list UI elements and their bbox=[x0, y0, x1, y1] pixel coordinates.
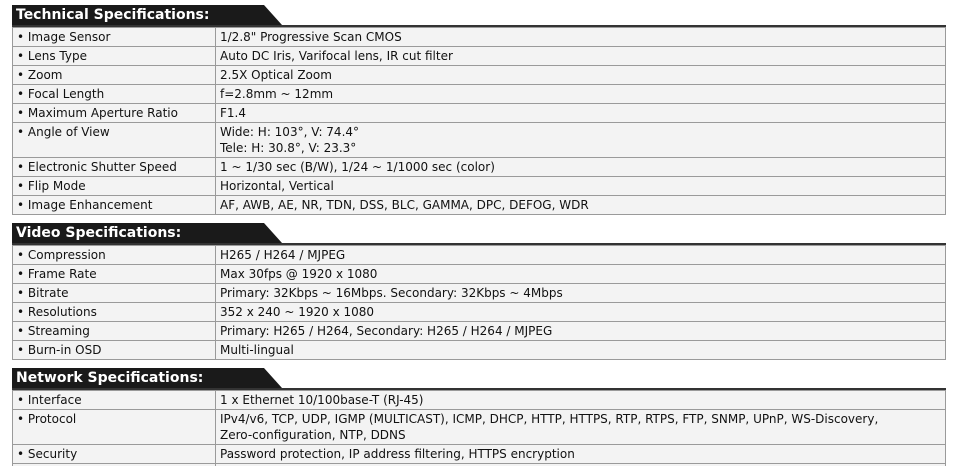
value-line: Auto DC Iris, Varifocal lens, IR cut fil… bbox=[220, 49, 453, 63]
spec-value: 352 x 240 ~ 1920 x 1080 bbox=[215, 302, 946, 322]
spec-label: • Compression bbox=[12, 245, 216, 265]
spec-value: Multi-lingual bbox=[215, 340, 946, 360]
spec-value: F1.4 bbox=[215, 103, 946, 123]
spec-section: Technical Specifications: • Image Sensor 1… bbox=[12, 5, 946, 215]
spec-row: • Focal Length f=2.8mm ~ 12mm bbox=[12, 84, 946, 104]
spec-row: • Image Sensor 1/2.8" Progressive Scan CM… bbox=[12, 27, 946, 47]
value-line: IPv4/v6, TCP, UDP, IGMP (MULTICAST), ICM… bbox=[220, 412, 879, 426]
spec-row: • Interface 1 x Ethernet 10/100base-T (RJ… bbox=[12, 390, 946, 410]
spec-row: • Flip Mode Horizontal, Vertical bbox=[12, 176, 946, 196]
spec-section: Video Specifications: • Compression H265 /… bbox=[12, 223, 946, 360]
spec-value: Primary: H265 / H264, Secondary: H265 / … bbox=[215, 321, 946, 341]
spec-value: 1/2.8" Progressive Scan CMOS bbox=[215, 27, 946, 47]
spec-table: • Interface 1 x Ethernet 10/100base-T (RJ… bbox=[12, 390, 946, 466]
section-header: Video Specifications: bbox=[12, 223, 946, 245]
value-line: AF, AWB, AE, NR, TDN, DSS, BLC, GAMMA, D… bbox=[220, 198, 589, 212]
value-line: f=2.8mm ~ 12mm bbox=[220, 87, 334, 101]
section-header: Network Specifications: bbox=[12, 368, 946, 390]
spec-row: • APIONVIF, PSIA, MPEG-TS bbox=[12, 463, 946, 466]
spec-row: • Angle of View Wide: H: 103°, V: 74.4° Te… bbox=[12, 122, 946, 158]
value-line: Max 30fps @ 1920 x 1080 bbox=[220, 267, 378, 281]
spec-label: • Focal Length bbox=[12, 84, 216, 104]
spec-label: • Maximum Aperture Ratio bbox=[12, 103, 216, 123]
spec-row: • Maximum Aperture Ratio F1.4 bbox=[12, 103, 946, 123]
spec-value: 1 x Ethernet 10/100base-T (RJ-45) bbox=[215, 390, 946, 410]
spec-value: Password protection, IP address filterin… bbox=[215, 444, 946, 464]
spec-row: • Bitrate Primary: 32Kbps ~ 16Mbps. Secon… bbox=[12, 283, 946, 303]
spec-label: • Zoom bbox=[12, 65, 216, 85]
value-line: Zero-configuration, NTP, DDNS bbox=[220, 428, 406, 442]
section-title: Network Specifications: bbox=[12, 368, 282, 388]
spec-label: • Burn-in OSD bbox=[12, 340, 216, 360]
spec-table: • Image Sensor 1/2.8" Progressive Scan CM… bbox=[12, 27, 946, 215]
spec-value: 1 ~ 1/30 sec (B/W), 1/24 ~ 1/1000 sec (c… bbox=[215, 157, 946, 177]
spec-row: • Image Enhancement AF, AWB, AE, NR, TDN,… bbox=[12, 195, 946, 215]
spec-value: 2.5X Optical Zoom bbox=[215, 65, 946, 85]
spec-value: Auto DC Iris, Varifocal lens, IR cut fil… bbox=[215, 46, 946, 66]
spec-label: • Image Enhancement bbox=[12, 195, 216, 215]
spec-value: Max 30fps @ 1920 x 1080 bbox=[215, 264, 946, 284]
spec-table: • Compression H265 / H264 / MJPEG • Frame … bbox=[12, 245, 946, 360]
spec-label: • Security bbox=[12, 444, 216, 464]
spec-label: • Image Sensor bbox=[12, 27, 216, 47]
value-line: Horizontal, Vertical bbox=[220, 179, 334, 193]
spec-value: H265 / H264 / MJPEG bbox=[215, 245, 946, 265]
value-line: Wide: H: 103°, V: 74.4° bbox=[220, 125, 360, 139]
section-header: Technical Specifications: bbox=[12, 5, 946, 27]
spec-row: • Electronic Shutter Speed 1 ~ 1/30 sec (… bbox=[12, 157, 946, 177]
spec-value: Wide: H: 103°, V: 74.4° Tele: H: 30.8°, V… bbox=[215, 122, 946, 158]
spec-label: • Frame Rate bbox=[12, 264, 216, 284]
value-line: 352 x 240 ~ 1920 x 1080 bbox=[220, 305, 375, 319]
value-line: 1/2.8" Progressive Scan CMOS bbox=[220, 30, 402, 44]
value-line: Tele: H: 30.8°, V: 23.3° bbox=[220, 141, 357, 155]
spec-row: • Burn-in OSD Multi-lingual bbox=[12, 340, 946, 360]
spec-row: • Zoom 2.5X Optical Zoom bbox=[12, 65, 946, 85]
spec-row: • Streaming Primary: H265 / H264, Seconda… bbox=[12, 321, 946, 341]
spec-label: • Angle of View bbox=[12, 122, 216, 158]
value-line: 1 x Ethernet 10/100base-T (RJ-45) bbox=[220, 393, 424, 407]
value-line: 2.5X Optical Zoom bbox=[220, 68, 332, 82]
spec-label: • Protocol bbox=[12, 409, 216, 445]
section-title: Video Specifications: bbox=[12, 223, 282, 243]
spec-value: f=2.8mm ~ 12mm bbox=[215, 84, 946, 104]
spec-label: • Flip Mode bbox=[12, 176, 216, 196]
spec-label: • Resolutions bbox=[12, 302, 216, 322]
spec-row: • Frame Rate Max 30fps @ 1920 x 1080 bbox=[12, 264, 946, 284]
spec-value: IPv4/v6, TCP, UDP, IGMP (MULTICAST), ICM… bbox=[215, 409, 946, 445]
spec-row: • Security Password protection, IP addres… bbox=[12, 444, 946, 464]
spec-section: Network Specifications: • Interface 1 x Et… bbox=[12, 368, 946, 466]
spec-value: ONVIF, PSIA, MPEG-TS bbox=[215, 463, 946, 466]
spec-label: • Streaming bbox=[12, 321, 216, 341]
spec-label: • Lens Type bbox=[12, 46, 216, 66]
value-line: F1.4 bbox=[220, 106, 246, 120]
value-line: Primary: H265 / H264, Secondary: H265 / … bbox=[220, 324, 553, 338]
spec-value: Primary: 32Kbps ~ 16Mbps. Secondary: 32K… bbox=[215, 283, 946, 303]
spec-row: • Protocol IPv4/v6, TCP, UDP, IGMP (MULTI… bbox=[12, 409, 946, 445]
spec-row: • Lens Type Auto DC Iris, Varifocal lens,… bbox=[12, 46, 946, 66]
value-line: Primary: 32Kbps ~ 16Mbps. Secondary: 32K… bbox=[220, 286, 563, 300]
value-line: Multi-lingual bbox=[220, 343, 294, 357]
spec-label: • Electronic Shutter Speed bbox=[12, 157, 216, 177]
spec-row: • Resolutions 352 x 240 ~ 1920 x 1080 bbox=[12, 302, 946, 322]
value-line: Password protection, IP address filterin… bbox=[220, 447, 575, 461]
spec-label: • Bitrate bbox=[12, 283, 216, 303]
value-line: 1 ~ 1/30 sec (B/W), 1/24 ~ 1/1000 sec (c… bbox=[220, 160, 495, 174]
spec-value: Horizontal, Vertical bbox=[215, 176, 946, 196]
value-line: H265 / H264 / MJPEG bbox=[220, 248, 346, 262]
spec-value: AF, AWB, AE, NR, TDN, DSS, BLC, GAMMA, D… bbox=[215, 195, 946, 215]
section-title: Technical Specifications: bbox=[12, 5, 282, 25]
spec-row: • Compression H265 / H264 / MJPEG bbox=[12, 245, 946, 265]
spec-label: • Interface bbox=[12, 390, 216, 410]
